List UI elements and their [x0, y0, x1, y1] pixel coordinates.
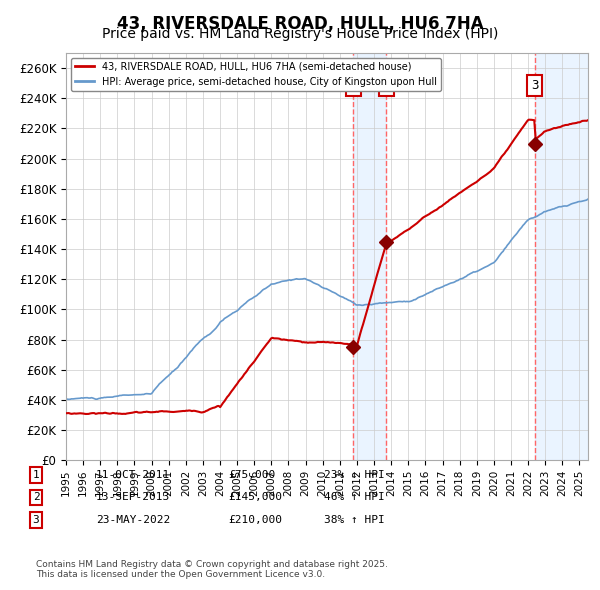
Legend: 43, RIVERSDALE ROAD, HULL, HU6 7HA (semi-detached house), HPI: Average price, se: 43, RIVERSDALE ROAD, HULL, HU6 7HA (semi… [71, 58, 441, 91]
Text: Price paid vs. HM Land Registry's House Price Index (HPI): Price paid vs. HM Land Registry's House … [102, 27, 498, 41]
Text: 13-SEP-2013: 13-SEP-2013 [96, 493, 170, 502]
Text: 23-MAY-2022: 23-MAY-2022 [96, 515, 170, 525]
Text: 2: 2 [32, 493, 40, 502]
Text: 38% ↑ HPI: 38% ↑ HPI [324, 515, 385, 525]
Text: 46% ↑ HPI: 46% ↑ HPI [324, 493, 385, 502]
Text: 2: 2 [382, 79, 390, 92]
Text: 43, RIVERSDALE ROAD, HULL, HU6 7HA: 43, RIVERSDALE ROAD, HULL, HU6 7HA [116, 15, 484, 33]
Text: 3: 3 [531, 79, 539, 92]
Text: 1: 1 [32, 470, 40, 480]
Bar [535, 53, 588, 460]
Text: £75,000: £75,000 [228, 470, 275, 480]
Text: £145,000: £145,000 [228, 493, 282, 502]
Text: 11-OCT-2011: 11-OCT-2011 [96, 470, 170, 480]
Bar [353, 53, 386, 460]
Text: £210,000: £210,000 [228, 515, 282, 525]
Text: 23% ↓ HPI: 23% ↓ HPI [324, 470, 385, 480]
Text: 3: 3 [32, 515, 40, 525]
Text: 1: 1 [349, 79, 357, 92]
Text: Contains HM Land Registry data © Crown copyright and database right 2025.
This d: Contains HM Land Registry data © Crown c… [36, 560, 388, 579]
